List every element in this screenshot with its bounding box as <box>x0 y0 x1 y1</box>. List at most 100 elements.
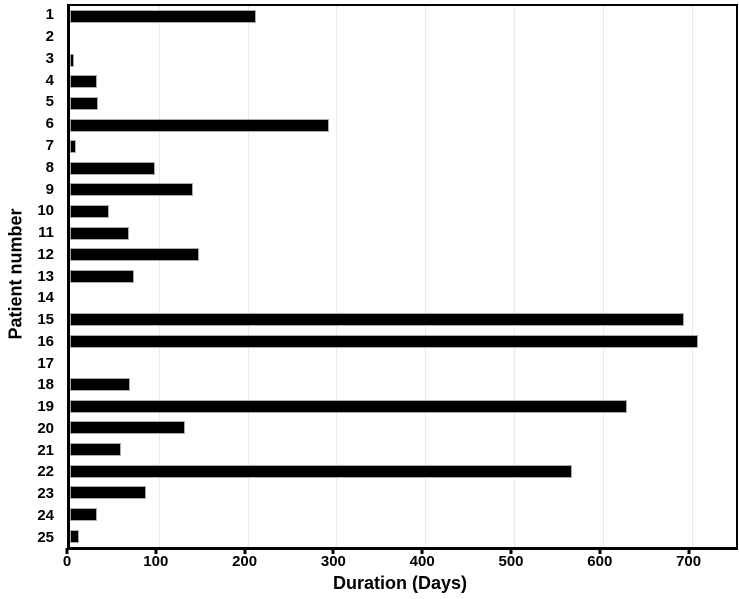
y-tick-label: 25 <box>37 528 54 546</box>
bar-row <box>70 157 736 179</box>
gridline <box>158 6 160 547</box>
y-tick-label: 4 <box>45 71 54 89</box>
y-tick-label: 6 <box>45 115 54 133</box>
y-tick-label: 13 <box>37 267 54 285</box>
x-tick <box>687 548 691 554</box>
bar-patient-5 <box>70 96 99 110</box>
bar-row <box>70 396 736 418</box>
bar-patient-4 <box>70 75 97 89</box>
bar-patient-25 <box>70 529 79 543</box>
bar-row <box>70 352 736 374</box>
bar-patient-7 <box>70 140 77 154</box>
y-tick-label: 18 <box>37 376 54 394</box>
x-tick <box>331 548 335 554</box>
bar-row <box>70 6 736 28</box>
x-tick-label: 300 <box>320 553 346 570</box>
y-tick-label: 24 <box>37 506 54 524</box>
y-tick-label: 7 <box>45 136 54 154</box>
x-axis-ticks <box>65 548 733 555</box>
x-tick <box>598 548 602 554</box>
bar-row <box>70 244 736 266</box>
x-tick <box>509 548 513 554</box>
y-tick-label: 20 <box>37 419 54 437</box>
x-tick-label: 0 <box>62 553 72 570</box>
bar-patient-24 <box>70 508 97 522</box>
bar-row <box>70 114 736 136</box>
y-tick-label: 17 <box>37 354 54 372</box>
bar-patient-15 <box>70 313 684 327</box>
x-tick-label: 500 <box>498 553 524 570</box>
y-tick-label: 23 <box>37 485 54 503</box>
gridline <box>247 6 249 547</box>
bar-row <box>70 482 736 504</box>
bar-patient-20 <box>70 421 186 435</box>
bar-patient-19 <box>70 399 627 413</box>
bar-row <box>70 71 736 93</box>
y-tick-label: 22 <box>37 463 54 481</box>
bar-row <box>70 331 736 353</box>
bar-row <box>70 460 736 482</box>
x-tick-label: 600 <box>587 553 613 570</box>
y-tick-label: 2 <box>45 28 54 46</box>
x-tick <box>420 548 424 554</box>
gridline-layer <box>70 6 736 547</box>
bar-patient-13 <box>70 270 134 283</box>
bar-patient-22 <box>70 464 572 478</box>
bar-patient-23 <box>70 486 147 500</box>
x-tick-label: 100 <box>143 553 169 570</box>
y-tick-label: 8 <box>45 158 54 176</box>
plot-area <box>67 4 738 550</box>
gridline <box>425 6 427 547</box>
y-tick-label: 12 <box>37 245 54 263</box>
x-tick <box>154 548 158 554</box>
x-tick-label: 400 <box>409 553 435 570</box>
bar-patient-6 <box>70 118 330 132</box>
y-tick-label: 3 <box>45 49 54 67</box>
bar-patient-8 <box>70 161 156 175</box>
bar-row <box>70 93 736 115</box>
bar-row <box>70 417 736 439</box>
y-tick-label: 15 <box>37 311 54 329</box>
bar-patient-1 <box>70 10 257 24</box>
bar-row <box>70 309 736 331</box>
gridline <box>602 6 604 547</box>
gridline <box>514 6 515 547</box>
bar-patient-21 <box>70 443 121 457</box>
y-tick-label: 14 <box>37 289 54 307</box>
bar-row <box>70 525 736 547</box>
y-tick-label: 10 <box>37 202 54 220</box>
x-tick-label: 200 <box>232 553 258 570</box>
bars-layer <box>70 6 736 547</box>
bar-row <box>70 504 736 526</box>
bar-row <box>70 374 736 396</box>
bar-row <box>70 266 736 288</box>
bar-row <box>70 439 736 461</box>
bar-patient-9 <box>70 183 193 197</box>
bar-row <box>70 28 736 50</box>
bar-patient-16 <box>70 334 698 348</box>
x-axis-tick-labels: 0 100 200 300 400 500 600 700 <box>63 553 733 571</box>
y-tick-label: 16 <box>37 332 54 350</box>
bar-row <box>70 136 736 158</box>
y-tick-label: 21 <box>37 441 54 459</box>
bar-row <box>70 179 736 201</box>
x-tick-label: 700 <box>676 553 702 570</box>
x-tick <box>243 548 247 554</box>
bar-row <box>70 201 736 223</box>
x-tick <box>65 548 69 554</box>
y-tick-label: 1 <box>45 6 54 24</box>
bar-patient-18 <box>70 378 131 392</box>
y-axis-tick-labels: 1 2 3 4 5 6 7 8 9 10 11 12 13 14 15 16 17 18 19 20 21 22 23 24 2… <box>0 4 62 548</box>
gridline <box>691 6 693 547</box>
bar-row <box>70 222 736 244</box>
y-tick-label: 11 <box>38 224 54 242</box>
bar-patient-11 <box>70 226 129 240</box>
y-tick-label: 19 <box>37 398 54 416</box>
y-tick-label: 5 <box>45 93 54 111</box>
bar-patient-10 <box>70 205 110 219</box>
x-axis-title: Duration (Days) <box>332 573 467 593</box>
bar-row <box>70 49 736 71</box>
bar-patient-3 <box>70 53 74 67</box>
bar-patient-12 <box>70 248 199 262</box>
